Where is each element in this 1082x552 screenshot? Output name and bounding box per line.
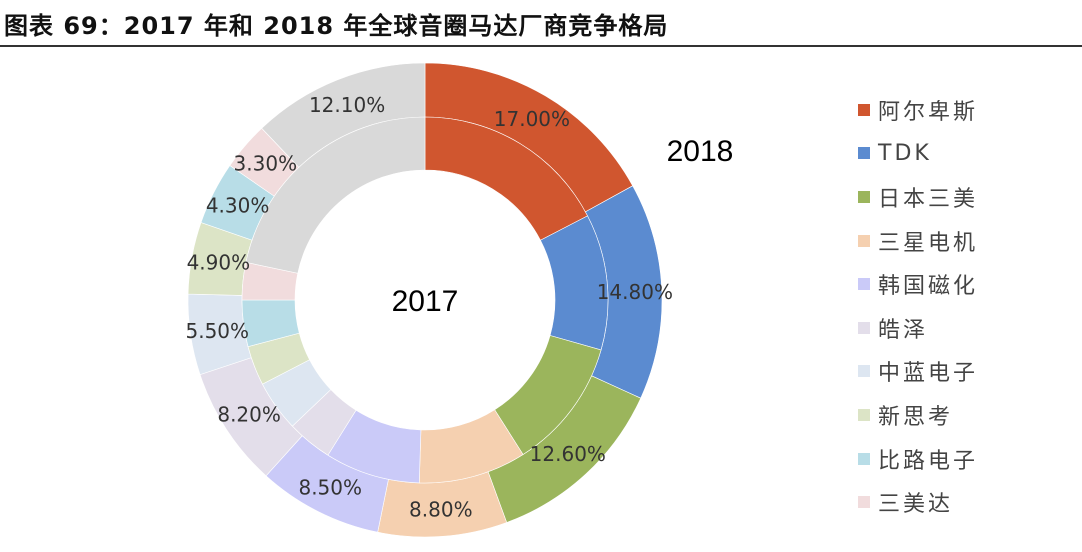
legend-item: 韩国磁化: [858, 262, 978, 306]
legend-swatch: [858, 147, 870, 160]
legend-swatch: [858, 496, 870, 509]
legend-label: 日本三美: [878, 186, 979, 212]
data-label: 8.80%: [409, 497, 473, 521]
legend-item: 阿尔卑斯: [858, 88, 978, 132]
figure-title: 图表 69：2017 年和 2018 年全球音圈马达厂商竞争格局: [4, 12, 669, 40]
legend-swatch: [858, 278, 870, 291]
legend-item: 中蓝电子: [858, 350, 978, 394]
legend-swatch: [858, 321, 870, 334]
legend-swatch: [858, 234, 870, 247]
legend-swatch: [858, 103, 870, 116]
data-label: 5.50%: [186, 319, 250, 343]
data-label: 8.50%: [298, 475, 362, 499]
legend-item: TDK: [858, 132, 978, 176]
outer-ring-label: 2018: [667, 135, 734, 168]
legend-item: 比路电子: [858, 437, 978, 481]
data-label: 12.10%: [309, 93, 385, 117]
legend-label: 中蓝电子: [878, 361, 979, 387]
data-label: 8.20%: [217, 403, 281, 427]
legend-label: 韩国磁化: [878, 274, 979, 300]
slice-2017-10: [245, 116, 426, 274]
data-label: 17.00%: [494, 107, 570, 131]
legend-item: 三星电机: [858, 219, 978, 263]
legend-swatch: [858, 408, 870, 421]
legend: 阿尔卑斯 TDK 日本三美三星电机韩国磁化皓泽中蓝电子新思考比路电子三美达: [858, 88, 978, 524]
legend-label: 皓泽: [878, 317, 929, 343]
legend-label: 新思考: [878, 404, 954, 430]
data-label: 12.60%: [530, 442, 606, 466]
legend-swatch: [858, 365, 870, 378]
inner-ring-label: 2017: [392, 285, 459, 318]
data-label: 3.30%: [234, 152, 298, 176]
data-label: 14.80%: [597, 280, 673, 304]
legend-item: 皓泽: [858, 306, 978, 350]
legend-label: 三星电机: [878, 230, 979, 256]
legend-item: 日本三美: [858, 175, 978, 219]
legend-item: 新思考: [858, 393, 978, 437]
legend-label: 三美达: [878, 492, 954, 518]
data-label: 4.30%: [206, 193, 270, 217]
legend-label: TDK: [878, 140, 932, 166]
legend-item: 三美达: [858, 480, 978, 524]
title-divider: [0, 45, 1082, 47]
legend-swatch: [858, 452, 870, 465]
legend-label: 比路电子: [878, 448, 979, 474]
legend-label: 阿尔卑斯: [878, 99, 979, 125]
data-label: 4.90%: [187, 251, 251, 275]
legend-swatch: [858, 190, 870, 203]
